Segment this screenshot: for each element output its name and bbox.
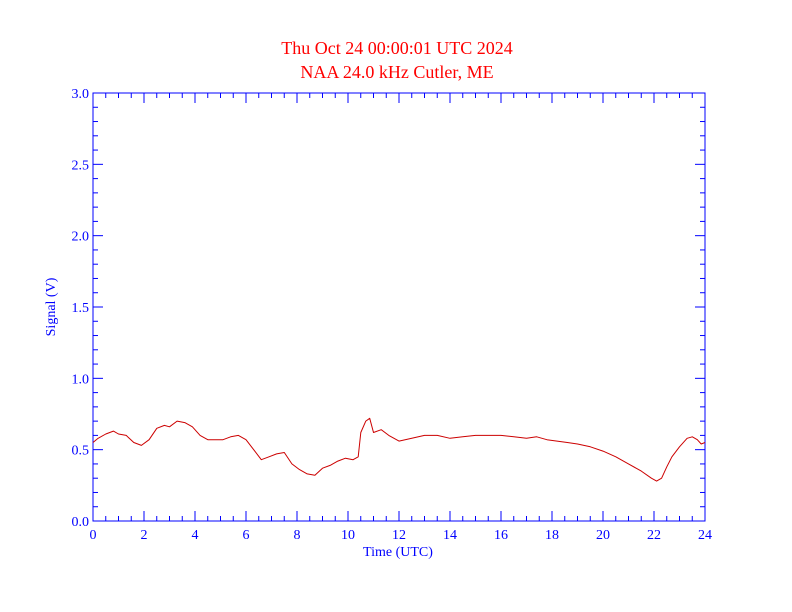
x-tick-label: 10 <box>341 528 355 543</box>
x-tick-label: 12 <box>392 528 406 543</box>
y-tick-label: 2.0 <box>72 230 90 245</box>
y-tick-label: 0.5 <box>72 444 90 459</box>
x-tick-label: 6 <box>243 528 250 543</box>
series-group <box>92 417 706 482</box>
y-tick-label: 1.0 <box>72 372 90 387</box>
x-tick-label: 24 <box>698 528 712 543</box>
x-tick-label: 16 <box>494 528 508 543</box>
y-tick-label: 3.0 <box>72 87 90 102</box>
x-tick-label: 2 <box>141 528 148 543</box>
x-axis-label: Time (UTC) <box>363 545 433 560</box>
chart-subtitle: NAA 24.0 kHz Cutler, ME <box>300 62 493 82</box>
y-tick-label: 0.0 <box>72 515 90 530</box>
y-axis-label: Signal (V) <box>44 277 59 336</box>
x-tick-label: 8 <box>294 528 301 543</box>
x-tick-label: 22 <box>647 528 661 543</box>
chart-title: Thu Oct 24 00:00:01 UTC 2024 <box>281 38 513 58</box>
y-tick-label: 1.5 <box>72 301 90 316</box>
x-tick-label: 0 <box>90 528 97 543</box>
signal-series-line <box>92 417 706 482</box>
x-tick-label: 20 <box>596 528 610 543</box>
tick-marks <box>92 92 706 522</box>
tick-labels: 0 2 4 6 8 10 12 14 16 18 20 22 240.00.51.01.52.02.53… <box>72 87 713 543</box>
x-tick-label: 14 <box>443 528 457 543</box>
x-tick-label: 4 <box>192 528 199 543</box>
x-tick-label: 18 <box>545 528 559 543</box>
y-tick-label: 2.5 <box>72 158 90 173</box>
